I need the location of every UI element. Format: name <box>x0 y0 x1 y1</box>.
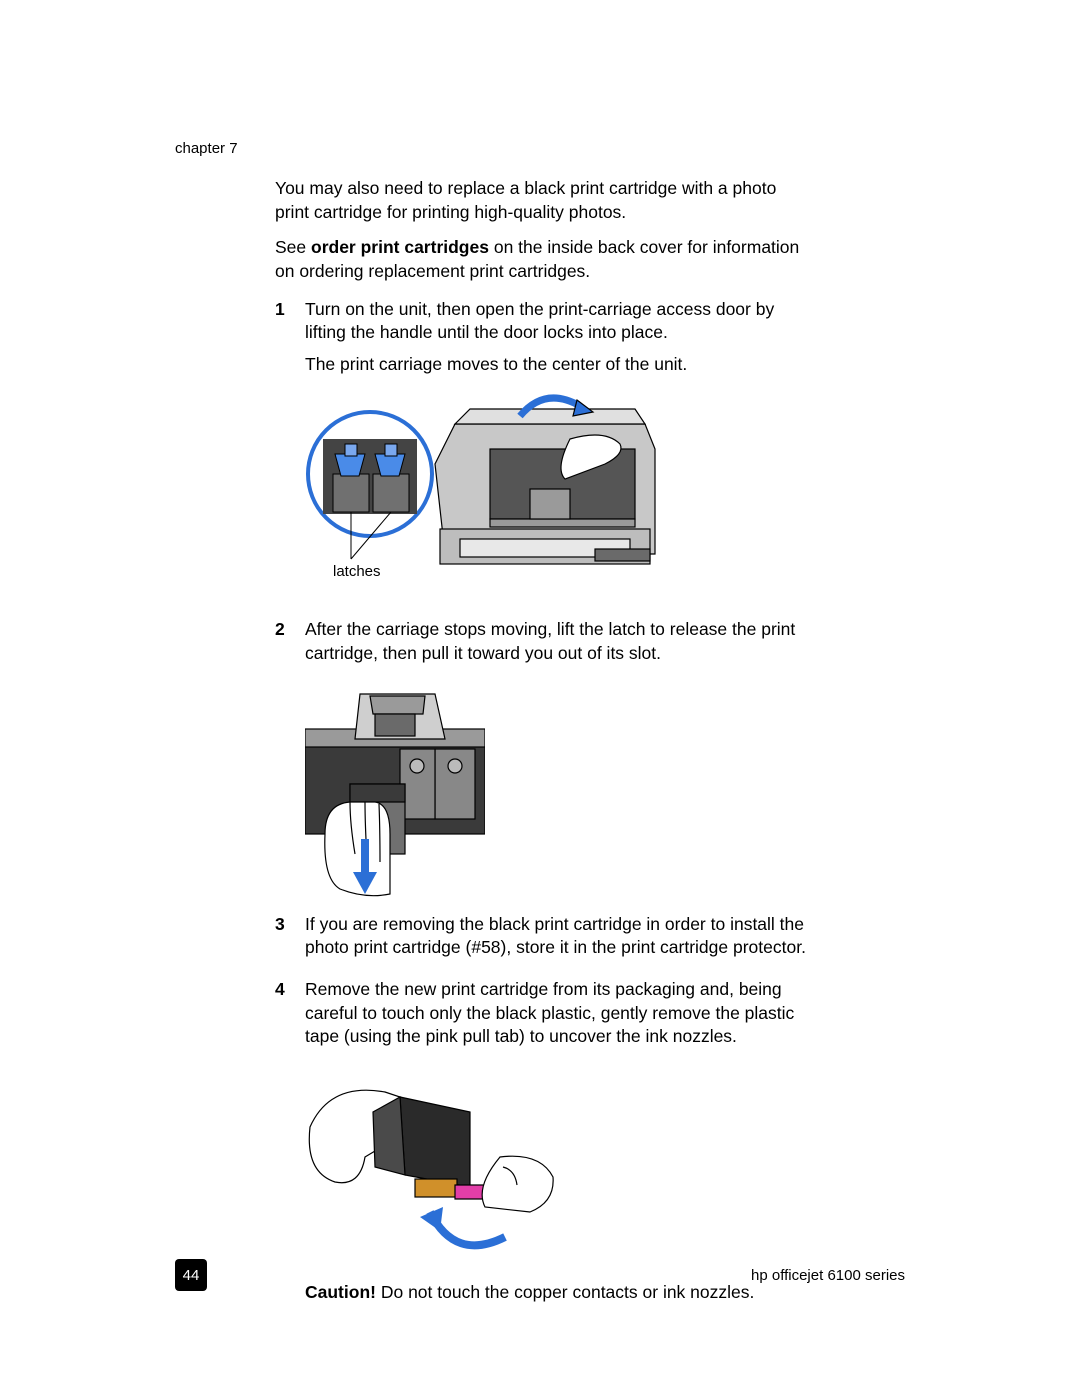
step-1-body: Turn on the unit, then open the print-ca… <box>305 298 815 385</box>
step-3-body: If you are removing the black print cart… <box>305 913 815 968</box>
manual-page: chapter 7 You may also need to replace a… <box>0 0 1080 1397</box>
page-number: 44 <box>175 1259 207 1291</box>
step-2-number: 2 <box>275 618 305 673</box>
figure-printer-open: latches <box>305 394 815 604</box>
chapter-label: chapter 7 <box>175 140 905 157</box>
intro-paragraph: You may also need to replace a black pri… <box>275 177 815 224</box>
step-2: 2 After the carriage stops moving, lift … <box>275 618 815 673</box>
footer-text: hp officejet 6100 series <box>751 1267 905 1284</box>
step-1-p2: The print carriage moves to the center o… <box>305 353 815 377</box>
step-1-p1: Turn on the unit, then open the print-ca… <box>305 298 815 345</box>
step-3: 3 If you are removing the black print ca… <box>275 913 815 968</box>
step-1-number: 1 <box>275 298 305 385</box>
remove-cartridge-illustration-icon <box>305 684 485 899</box>
figure-remove-tape <box>305 1067 815 1267</box>
see-prefix: See <box>275 237 311 257</box>
step-4-body: Remove the new print cartridge from its … <box>305 978 815 1057</box>
figure-remove-cartridge <box>305 684 815 899</box>
step-4-number: 4 <box>275 978 305 1057</box>
step-2-body: After the carriage stops moving, lift th… <box>305 618 815 673</box>
see-bold: order print cartridges <box>311 237 489 257</box>
page-footer: 44 hp officejet 6100 series <box>175 1259 905 1291</box>
step-3-p1: If you are removing the black print cart… <box>305 913 815 960</box>
content-column: You may also need to replace a black pri… <box>275 177 815 1304</box>
step-1: 1 Turn on the unit, then open the print-… <box>275 298 815 385</box>
figure1-caption: latches <box>333 562 381 582</box>
see-paragraph: See order print cartridges on the inside… <box>275 236 815 283</box>
step-3-number: 3 <box>275 913 305 968</box>
step-4-p1: Remove the new print cartridge from its … <box>305 978 815 1049</box>
step-4: 4 Remove the new print cartridge from it… <box>275 978 815 1057</box>
step-2-p1: After the carriage stops moving, lift th… <box>305 618 815 665</box>
remove-tape-illustration-icon <box>305 1067 555 1267</box>
